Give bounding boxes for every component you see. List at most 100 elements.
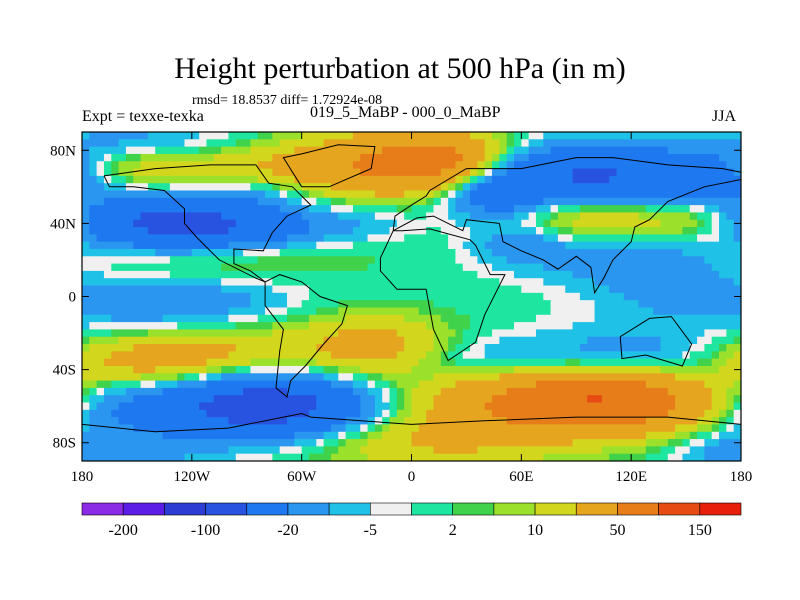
contour-cell bbox=[125, 146, 156, 155]
contour-cell bbox=[492, 168, 508, 177]
contour-cell bbox=[184, 453, 237, 461]
contour-cell bbox=[96, 380, 112, 389]
contour-cell bbox=[287, 292, 310, 301]
contour-cell bbox=[455, 380, 537, 389]
contour-cell bbox=[484, 241, 566, 250]
colorbar-box bbox=[411, 502, 453, 516]
contour-cell bbox=[455, 358, 566, 367]
contour-cell bbox=[82, 446, 230, 455]
contour-cell bbox=[82, 234, 98, 243]
contour-cell bbox=[704, 439, 720, 447]
contour-cell bbox=[169, 183, 252, 192]
contour-cell bbox=[294, 431, 325, 440]
contour-cell bbox=[704, 329, 727, 338]
contour-cell bbox=[499, 153, 508, 162]
contour-cell bbox=[587, 395, 603, 404]
contour-cell bbox=[448, 205, 457, 214]
y-tick-label: 40N bbox=[50, 216, 76, 232]
contour-cell bbox=[82, 139, 120, 148]
contour-cell bbox=[316, 439, 325, 447]
contour-cell bbox=[579, 292, 625, 301]
contour-cell bbox=[462, 241, 486, 250]
contour-cell bbox=[118, 417, 230, 426]
contour-cell bbox=[140, 212, 222, 221]
contour-cell bbox=[96, 175, 105, 184]
colorbar-label: 50 bbox=[609, 522, 625, 539]
contour-cell bbox=[719, 351, 735, 360]
contour-cell bbox=[594, 314, 741, 323]
contour-cell bbox=[550, 212, 559, 221]
contour-cell bbox=[470, 168, 478, 177]
contour-cell bbox=[535, 212, 552, 221]
contour-cell bbox=[638, 212, 691, 221]
contour-field bbox=[82, 132, 741, 461]
contour-cell bbox=[484, 205, 515, 214]
contour-cell bbox=[645, 446, 662, 455]
coastline-outline-3 bbox=[392, 157, 741, 295]
contour-cell bbox=[440, 197, 449, 206]
contour-cell bbox=[550, 205, 559, 214]
contour-cell bbox=[389, 424, 420, 433]
contour-cell bbox=[82, 212, 90, 221]
contour-cell bbox=[455, 329, 464, 338]
contour-cell bbox=[645, 431, 676, 440]
y-tick-label: 40S bbox=[53, 363, 76, 379]
contour-cell bbox=[733, 234, 741, 243]
contour-cell bbox=[704, 446, 741, 455]
contour-cell bbox=[719, 439, 741, 447]
contour-cell bbox=[550, 219, 574, 228]
contour-cell bbox=[352, 373, 369, 382]
contour-cell bbox=[360, 153, 464, 162]
contour-cell bbox=[448, 212, 471, 221]
contour-cell bbox=[235, 344, 317, 352]
contour-cell bbox=[550, 300, 596, 309]
contour-cell bbox=[82, 256, 171, 265]
contour-cell bbox=[470, 344, 486, 352]
contour-cell bbox=[543, 278, 596, 287]
contour-cell bbox=[645, 439, 669, 447]
contour-cell bbox=[308, 190, 325, 199]
contour-cell bbox=[82, 351, 112, 360]
contour-cell bbox=[726, 344, 741, 352]
contour-cell bbox=[499, 373, 676, 382]
contour-cell bbox=[82, 161, 90, 170]
contour-cell bbox=[360, 365, 413, 374]
contour-cell bbox=[697, 424, 713, 433]
contour-cell bbox=[389, 409, 398, 418]
contour-cell bbox=[323, 336, 405, 345]
coastline-outline-2 bbox=[379, 228, 506, 362]
contour-cell bbox=[572, 175, 610, 184]
contour-cell bbox=[308, 292, 544, 301]
contour-cell bbox=[711, 431, 720, 440]
contour-cell bbox=[733, 168, 741, 177]
contour-cell bbox=[162, 314, 230, 323]
contour-cell bbox=[601, 395, 676, 404]
contour-cell bbox=[726, 395, 735, 404]
contour-cell bbox=[352, 227, 391, 235]
contour-cell bbox=[287, 314, 310, 323]
contour-cell bbox=[594, 300, 640, 309]
contour-cell bbox=[565, 358, 581, 367]
contour-cell bbox=[82, 197, 105, 206]
contour-cell bbox=[697, 234, 720, 243]
contour-cell bbox=[579, 205, 647, 214]
coastline-outline-6 bbox=[82, 412, 741, 433]
contour-cell bbox=[711, 395, 727, 404]
contour-cell bbox=[221, 285, 273, 294]
contour-cell bbox=[528, 212, 537, 221]
contour-cell bbox=[272, 183, 281, 192]
coastline-outline-5 bbox=[282, 144, 376, 188]
contour-cell bbox=[301, 446, 325, 455]
contour-cell bbox=[82, 285, 222, 294]
contour-cell bbox=[308, 409, 361, 418]
contour-cell bbox=[228, 417, 288, 426]
contour-cell bbox=[360, 168, 442, 177]
contour-cell bbox=[265, 307, 288, 316]
contour-cell bbox=[228, 314, 259, 323]
contour-cell bbox=[257, 132, 273, 140]
contour-cell bbox=[484, 175, 493, 184]
contour-cell bbox=[492, 248, 684, 257]
contour-cell bbox=[133, 175, 259, 184]
contour-cell bbox=[82, 439, 295, 447]
